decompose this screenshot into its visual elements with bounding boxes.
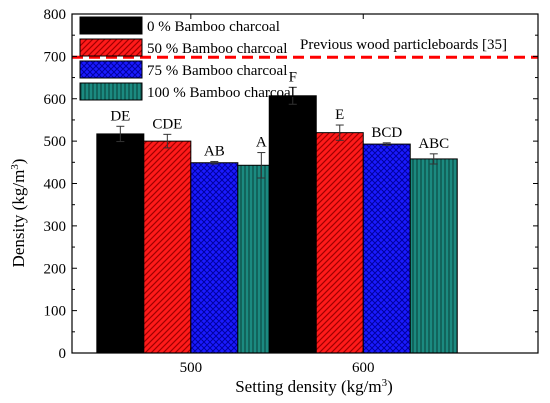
error-bars-layer xyxy=(116,86,438,179)
legend: 0 % Bamboo charcoal 50 % Bamboo charcoal 7… xyxy=(79,16,295,101)
significance-letter-600-series-1: E xyxy=(335,107,344,123)
error-bar-500-series-1 xyxy=(163,133,172,149)
legend-label: 0 % Bamboo charcoal xyxy=(147,19,280,35)
bar-600-series-3 xyxy=(409,158,458,354)
error-bar-600-series-1 xyxy=(335,124,344,141)
significance-letters-layer: DE CDE AB A F E BCD ABC xyxy=(110,69,449,159)
y-tick-label-400: 400 xyxy=(44,177,67,193)
reference-line-layer: Previous wood particleboards [35] xyxy=(72,37,538,59)
legend-item-series-2: 75 % Bamboo charcoal xyxy=(79,60,287,79)
x-tick-label-500: 500 xyxy=(180,360,203,376)
bar-500-series-0 xyxy=(96,133,145,354)
y-tick-label-700: 700 xyxy=(44,49,67,65)
significance-letter-600-series-0: F xyxy=(289,69,297,85)
legend-item-series-3: 100 % Bamboo charcoal xyxy=(79,82,295,101)
legend-swatch xyxy=(79,82,143,101)
bar-600-series-1 xyxy=(315,132,364,354)
legend-label: 75 % Bamboo charcoal xyxy=(147,63,287,79)
legend-label: 100 % Bamboo charcoal xyxy=(147,85,295,101)
legend-swatch xyxy=(79,16,143,35)
error-bar-600-series-2 xyxy=(382,142,391,146)
legend-label: 50 % Bamboo charcoal xyxy=(147,41,287,57)
x-axis-label-text: Setting density (kg/m xyxy=(235,377,381,396)
y-axis-label-text: Density (kg/m xyxy=(9,170,28,268)
y-axis-label-sup: 3 xyxy=(9,164,21,170)
significance-letter-500-series-0: DE xyxy=(110,108,130,124)
error-bar-600-series-3 xyxy=(429,153,438,165)
legend-swatch xyxy=(79,60,143,79)
x-axis-label-sup: 3 xyxy=(382,377,388,389)
x-axis-label-end: ) xyxy=(387,377,393,396)
y-tick-label-500: 500 xyxy=(44,134,67,150)
x-tick-label-600: 600 xyxy=(352,360,375,376)
bar-600-series-2 xyxy=(362,143,411,354)
significance-letter-500-series-1: CDE xyxy=(152,116,182,132)
y-tick-label-800: 800 xyxy=(44,7,67,23)
y-axis-label-end: ) xyxy=(9,159,28,165)
significance-letter-500-series-3: A xyxy=(256,135,267,151)
bars-layer xyxy=(96,95,458,354)
y-tick-label-0: 0 xyxy=(59,346,67,362)
svg-text:Setting density (kg/m3): Setting density (kg/m3) xyxy=(235,377,393,396)
x-axis-label: Setting density (kg/m3) xyxy=(235,377,393,396)
axes-frame: 0 100 200 300 400 500 600 700 800 500 600 xyxy=(44,7,539,376)
significance-letter-600-series-2: BCD xyxy=(371,125,402,141)
bar-500-series-2 xyxy=(190,162,239,354)
bar-600-series-0 xyxy=(268,95,317,354)
significance-letter-600-series-3: ABC xyxy=(418,136,449,152)
error-bar-500-series-3 xyxy=(257,152,266,179)
error-bar-500-series-0 xyxy=(116,125,125,143)
y-axis-label: Density (kg/m3) xyxy=(9,159,28,268)
legend-item-series-1: 50 % Bamboo charcoal xyxy=(79,38,287,57)
y-tick-label-600: 600 xyxy=(44,92,67,108)
svg-text:Density (kg/m3): Density (kg/m3) xyxy=(9,159,28,268)
error-bar-600-series-0 xyxy=(288,86,297,105)
reference-line-label: Previous wood particleboards [35] xyxy=(300,37,507,53)
error-bar-500-series-2 xyxy=(210,160,219,165)
bar-500-series-1 xyxy=(143,140,192,354)
legend-item-series-0: 0 % Bamboo charcoal xyxy=(79,16,280,35)
legend-swatch xyxy=(79,38,143,57)
y-tick-label-100: 100 xyxy=(44,304,67,320)
significance-letter-500-series-2: AB xyxy=(204,143,225,159)
y-tick-label-200: 200 xyxy=(44,261,67,277)
y-tick-label-300: 300 xyxy=(44,219,67,235)
